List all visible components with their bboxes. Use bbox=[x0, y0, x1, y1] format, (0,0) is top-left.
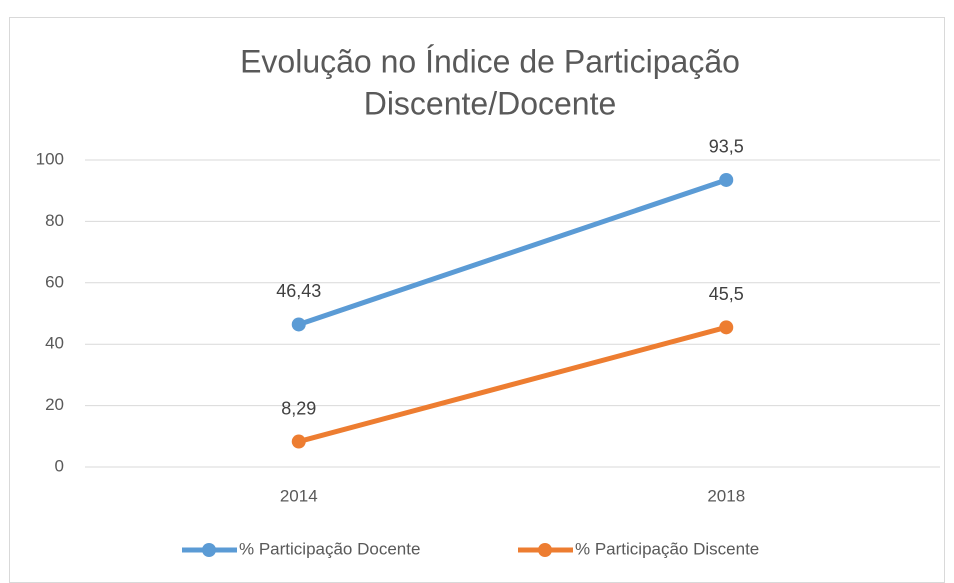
x-tick-label: 2014 bbox=[280, 486, 318, 505]
x-tick-label: 2018 bbox=[707, 486, 745, 505]
y-tick-label: 60 bbox=[45, 272, 64, 291]
data-point bbox=[719, 320, 734, 335]
data-point bbox=[291, 434, 306, 449]
y-tick-label: 0 bbox=[55, 456, 64, 475]
legend-marker bbox=[538, 543, 552, 557]
chart-border bbox=[9, 17, 945, 583]
series-line bbox=[296, 324, 729, 445]
data-point bbox=[719, 172, 734, 187]
y-tick-label: 100 bbox=[36, 149, 64, 168]
data-label: 93,5 bbox=[709, 137, 744, 157]
data-label: 45,5 bbox=[709, 284, 744, 304]
data-label: 8,29 bbox=[281, 398, 316, 418]
y-tick-label: 20 bbox=[45, 395, 64, 414]
series-line bbox=[296, 177, 729, 327]
chart-title: Evolução no Índice de Participação bbox=[240, 43, 740, 79]
data-label: 46,43 bbox=[276, 281, 321, 301]
data-point bbox=[291, 317, 306, 332]
y-tick-label: 80 bbox=[45, 211, 64, 230]
legend-label: % Participação Discente bbox=[575, 539, 759, 558]
chart-title: Discente/Docente bbox=[364, 85, 617, 121]
y-tick-label: 40 bbox=[45, 334, 64, 353]
legend-label: % Participação Docente bbox=[239, 539, 420, 558]
legend-marker bbox=[202, 543, 216, 557]
